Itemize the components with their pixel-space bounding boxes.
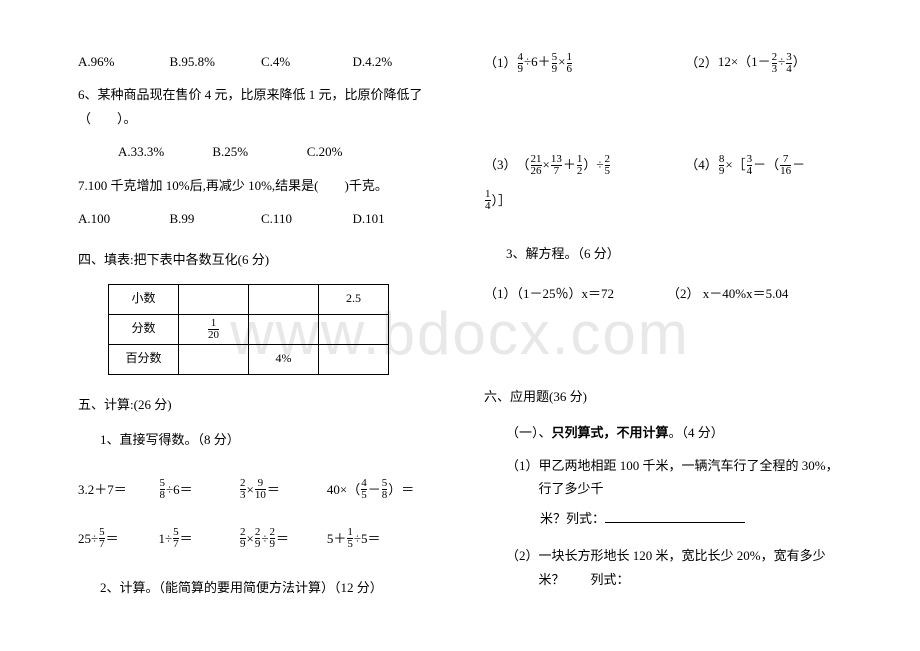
section6-title: 六、应用题(36 分) [484,385,850,408]
q5-opt-d: D.4.2% [353,50,445,73]
conversion-table: 小数 2.5 分数 120 百分数 4% [108,284,389,375]
problem-3: （3） （2126×137＋12）÷25 [484,153,685,178]
problem-4: （4） 89×［34－（716－ [685,153,850,178]
left-column: A.96% B.95.8% C.4% D.4.2% 6、某种商品现在售价 4 元… [78,50,464,621]
q6-opt-c: C.20% [307,140,401,163]
cell-r3c3 [319,344,389,374]
sub3-text: 3、解方程。（6 分） [506,242,850,265]
table-row: 分数 120 [109,314,389,344]
section5-title: 五、计算:(26 分) [78,393,444,416]
sub1-text: 1、直接写得数。（8 分） [100,428,444,451]
expr-2a: 25÷57＝ [78,527,159,550]
cell-r1c1 [179,284,249,314]
ap1-num: （1） [506,454,539,501]
right-column: （1） 49÷6＋59×16 （2） 12×（1－23÷34） （3） （212… [464,50,850,621]
expr-1b: 58÷6＝ [159,478,240,501]
q7-opt-a: A.100 [78,207,170,230]
q7-options: A.100 B.99 C.110 D.101 [78,207,444,230]
expr-1c: 23×910＝ [239,478,327,501]
q6-text: 6、某种商品现在售价 4 元，比原来降低 1 元，比原价降低了（ ）。 [78,83,444,130]
q6-opt-a: A.33.3% [118,140,212,163]
cell-r3c1 [179,344,249,374]
cell-r1c3: 2.5 [319,284,389,314]
sub6a-tail: 。（4 分） [669,425,724,440]
table-row: 小数 2.5 [109,284,389,314]
q7-opt-d: D.101 [353,207,445,230]
expr-2c: 29×29÷29＝ [239,527,327,550]
p2-num: （2） [685,51,718,74]
q7-opt-b: B.99 [170,207,262,230]
q5-opt-a: A.96% [78,50,170,73]
q7-opt-c: C.110 [261,207,353,230]
expr-2b: 1÷57＝ [159,527,240,550]
cell-r3c0: 百分数 [109,344,179,374]
ap2-num: （2） [506,544,539,591]
p1-num: （1） [484,51,517,74]
q7-text: 7.100 千克增加 10%后,再减少 10%,结果是( )千克。 [78,174,444,197]
ap1-line1: （1） 甲乙两地相距 100 千米，一辆汽车行了全程的 30%，行了多少千 [506,454,850,501]
p1-body: 49÷6＋59×16 [517,50,573,75]
calc-row-1: 3.2＋7＝ 58÷6＝ 23×910＝ 40×（45－58）＝ [78,478,444,501]
expr-2d: 5＋15÷5＝ [327,527,444,550]
cell-r2c1: 120 [179,314,249,344]
sub6a-bold: 只列算式，不用计算 [552,425,669,440]
ap1-underline [605,509,745,523]
cell-r2c2 [249,314,319,344]
sub6a-prefix: （一）、 [506,425,552,440]
q5-opt-c: C.4% [261,50,353,73]
ap2-line1: （2） 一块长方形地长 120 米，宽比长少 20%，宽有多少米？ 列式： [506,544,850,591]
cell-r1c2 [249,284,319,314]
sub6a: （一）、只列算式，不用计算。（4 分） [506,421,850,444]
table-row: 百分数 4% [109,344,389,374]
cell-r2c3 [319,314,389,344]
problem-4-tail: 14）］ [484,189,850,212]
ap2-text: 一块长方形地长 120 米，宽比长少 20%，宽有多少米？ 列式： [539,544,850,591]
p3-body: （2126×137＋12）÷25 [517,153,612,178]
eq2: （2） x－40%x＝5.04 [667,282,850,305]
calc-row-2: 25÷57＝ 1÷57＝ 29×29÷29＝ 5＋15÷5＝ [78,527,444,550]
ap1-tail: 米？列式： [540,511,605,526]
p4-body: 89×［34－（716－ [718,153,805,178]
expr-1a: 3.2＋7＝ [78,478,159,501]
q5-options: A.96% B.95.8% C.4% D.4.2% [78,50,444,73]
ap1-line2: 米？列式： [540,507,850,530]
q5-opt-b: B.95.8% [170,50,262,73]
ap1-text: 甲乙两地相距 100 千米，一辆汽车行了全程的 30%，行了多少千 [539,454,850,501]
problem-1: （1） 49÷6＋59×16 [484,50,685,75]
p4-num: （4） [685,153,718,176]
q6-opt-b: B.25% [212,140,306,163]
p2-body: 12×（1－23÷34） [718,50,806,75]
sub2-text: 2、计算。（能简算的要用简便方法计算）（12 分） [100,576,444,599]
eq1: （1）（1－25％）x＝72 [484,282,667,305]
equations-row: （1）（1－25％）x＝72 （2） x－40%x＝5.04 [484,282,850,305]
cell-r1c0: 小数 [109,284,179,314]
p3-num: （3） [484,153,517,176]
problem-2: （2） 12×（1－23÷34） [685,50,850,75]
section4-title: 四、填表:把下表中各数互化(6 分) [78,248,444,271]
q6-options: A.33.3% B.25% C.20% [118,140,404,163]
expr-1d: 40×（45－58）＝ [327,478,444,501]
cell-r2c0: 分数 [109,314,179,344]
cell-r3c2: 4% [249,344,319,374]
